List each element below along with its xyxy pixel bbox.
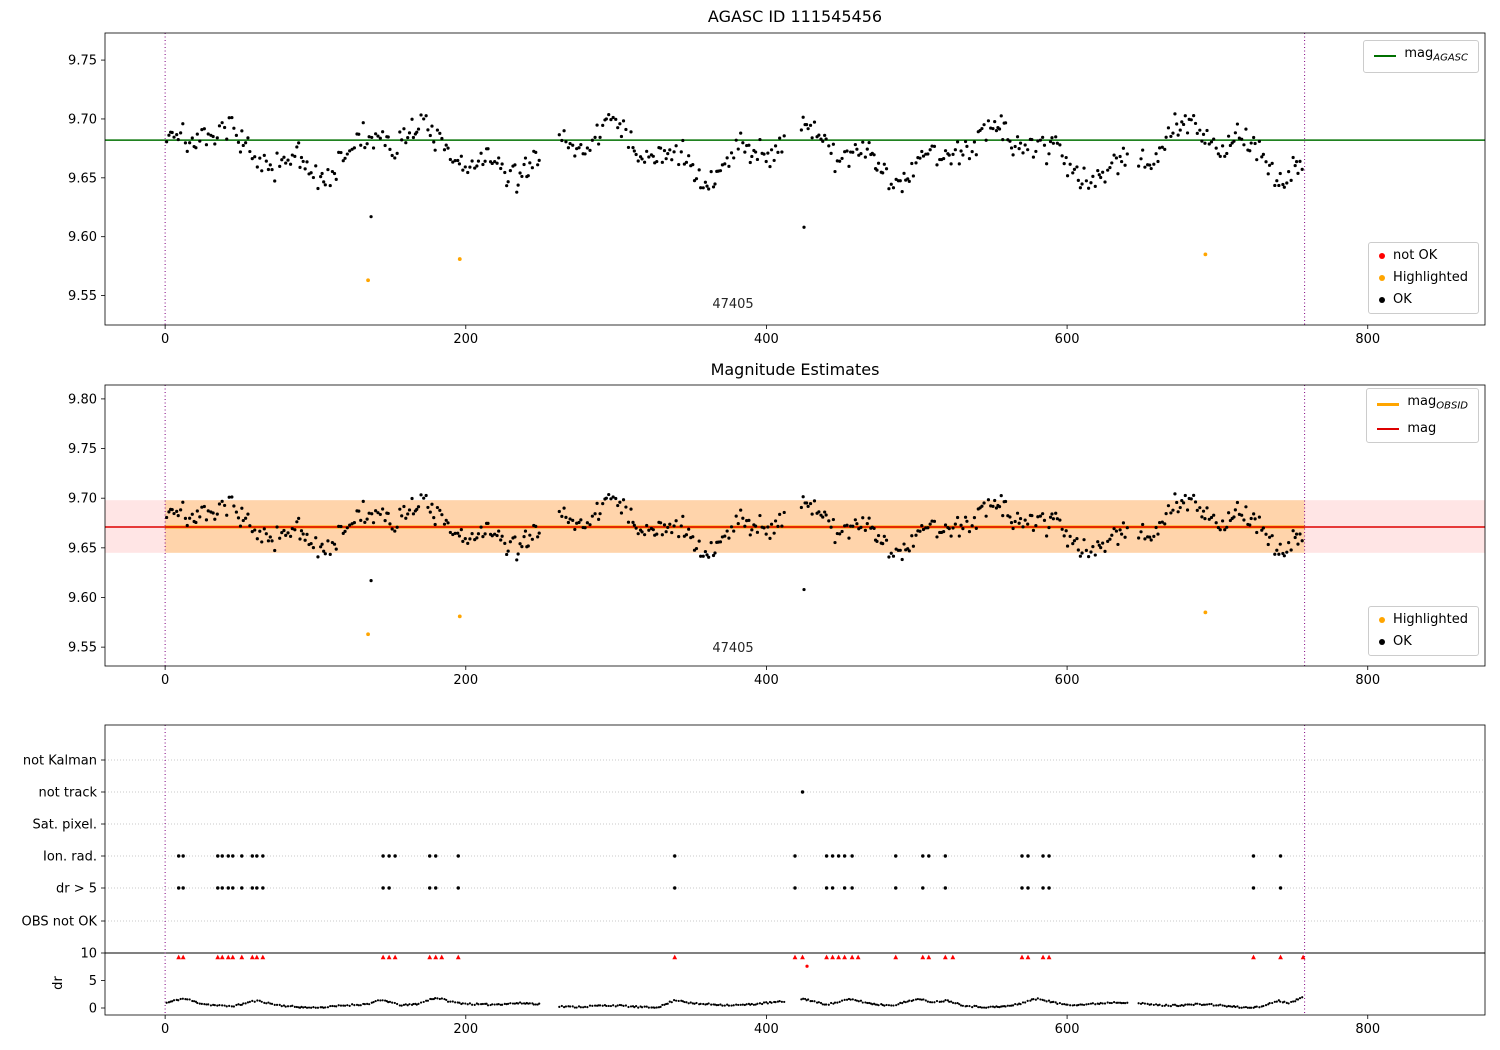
svg-text:5: 5 <box>89 974 97 989</box>
svg-text:200: 200 <box>453 1022 478 1037</box>
svg-text:9.70: 9.70 <box>68 492 97 507</box>
ok-label: OK <box>1393 292 1412 307</box>
svg-text:400: 400 <box>754 1022 779 1037</box>
legend-mag-lines: magOBSID mag <box>1366 388 1479 443</box>
mag-obsid-legend-label: magOBSID <box>1407 394 1468 412</box>
svg-text:9.65: 9.65 <box>68 541 97 556</box>
svg-text:9.60: 9.60 <box>68 230 97 245</box>
svg-text:not Kalman: not Kalman <box>23 754 97 769</box>
svg-text:Sat. pixel.: Sat. pixel. <box>33 818 97 833</box>
legend-entry-not-ok: not OK <box>1379 248 1468 264</box>
mag-line-swatch <box>1377 427 1400 430</box>
legend-top-markers: not OK Highlighted OK <box>1368 242 1479 314</box>
svg-text:0: 0 <box>89 1002 97 1017</box>
chart-magnitude-estimates: 0 200 400 600 800 9.55 9.60 9.65 9.70 9.75 9.80 <box>68 384 1486 688</box>
mag-agasc-legend-label: magAGASC <box>1404 46 1468 64</box>
highlighted-label: Highlighted <box>1393 270 1468 285</box>
svg-text:0: 0 <box>161 1022 169 1037</box>
obsid-annotation-middle: 47405 <box>712 641 753 656</box>
top-chart-title: AGASC ID 111545456 <box>708 7 882 26</box>
ok-marker-swatch-mid <box>1379 639 1386 645</box>
chart-flags-dr: not Kalman not track Sat. pixel. Ion. rad. d… <box>22 724 1486 1037</box>
svg-text:9.80: 9.80 <box>68 392 97 407</box>
svg-text:200: 200 <box>453 332 478 347</box>
svg-text:9.70: 9.70 <box>68 112 97 127</box>
legend-entry-mag: mag <box>1377 421 1468 437</box>
svg-text:dr > 5: dr > 5 <box>56 882 97 897</box>
svg-text:800: 800 <box>1355 332 1380 347</box>
svg-text:9.75: 9.75 <box>68 54 97 69</box>
highlighted-label-mid: Highlighted <box>1393 612 1468 627</box>
highlighted-marker-swatch <box>1379 275 1386 281</box>
chart-agasc-mag: 0 200 400 600 800 9.55 9.60 9.65 9.70 9.75 <box>68 32 1486 347</box>
svg-text:0: 0 <box>161 332 169 347</box>
svg-text:Ion. rad.: Ion. rad. <box>43 850 97 865</box>
svg-text:400: 400 <box>754 673 779 688</box>
svg-text:9.75: 9.75 <box>68 442 97 457</box>
svg-text:10: 10 <box>80 947 97 962</box>
legend-entry-ok: OK <box>1379 292 1468 308</box>
svg-text:not track: not track <box>38 786 97 801</box>
mag-obsid-line-swatch <box>1377 402 1400 406</box>
svg-text:200: 200 <box>453 673 478 688</box>
svg-text:800: 800 <box>1355 1022 1380 1037</box>
obsid-annotation-top: 47405 <box>712 297 753 312</box>
svg-text:600: 600 <box>1055 332 1080 347</box>
svg-text:800: 800 <box>1355 673 1380 688</box>
legend-entry-highlighted-mid: Highlighted <box>1379 612 1468 628</box>
svg-text:9.60: 9.60 <box>68 591 97 606</box>
svg-text:9.65: 9.65 <box>68 171 97 186</box>
svg-text:9.55: 9.55 <box>68 289 97 304</box>
svg-text:dr: dr <box>51 976 66 990</box>
mag-legend-label: mag <box>1407 420 1437 436</box>
legend-middle-markers: Highlighted OK <box>1368 606 1479 656</box>
svg-text:9.55: 9.55 <box>68 641 97 656</box>
highlighted-marker-swatch-mid <box>1379 617 1386 623</box>
not-ok-marker-swatch <box>1379 253 1386 259</box>
legend-entry-ok-mid: OK <box>1379 634 1468 650</box>
not-ok-label: not OK <box>1393 248 1438 263</box>
legend-entry-mag-obsid: magOBSID <box>1377 394 1468 415</box>
svg-text:400: 400 <box>754 332 779 347</box>
svg-text:600: 600 <box>1055 673 1080 688</box>
middle-chart-title: Magnitude Estimates <box>711 360 880 379</box>
svg-text:0: 0 <box>161 673 169 688</box>
ok-label-mid: OK <box>1393 634 1412 649</box>
legend-mag-agasc: magAGASC <box>1363 40 1479 73</box>
mag-agasc-line-swatch <box>1374 55 1397 58</box>
svg-text:600: 600 <box>1055 1022 1080 1037</box>
legend-entry-mag-agasc: magAGASC <box>1374 46 1468 67</box>
legend-entry-highlighted: Highlighted <box>1379 270 1468 286</box>
ok-marker-swatch <box>1379 297 1386 303</box>
svg-text:OBS not OK: OBS not OK <box>22 915 98 930</box>
